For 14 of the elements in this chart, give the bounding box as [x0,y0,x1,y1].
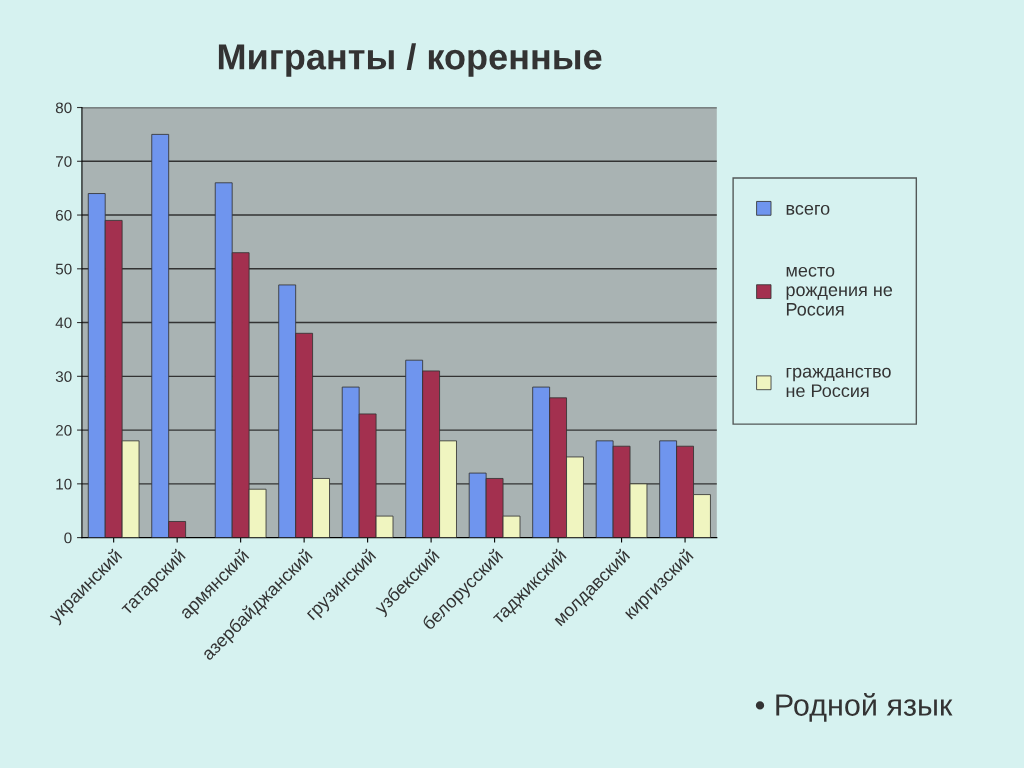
legend-label: гражданство не Россия [786,367,891,398]
y-tick-label: 80 [55,102,72,114]
text: • Родной язык [755,692,953,722]
legend-label: место рождения не Россия [786,266,893,316]
y-tick-label: 70 [55,156,72,167]
y-tick-label: 0 [64,532,72,544]
legend-label: всего [786,204,830,215]
y-tick-label: 60 [55,209,72,221]
chart-title: Мигранты / коренные [218,43,602,77]
y-tick-label: 30 [55,371,72,383]
y-tick-label: 10 [56,478,72,490]
y-tick-label: 20 [55,424,72,436]
y-tick-label: 50 [55,263,72,275]
y-tick-label: 40 [55,317,72,329]
